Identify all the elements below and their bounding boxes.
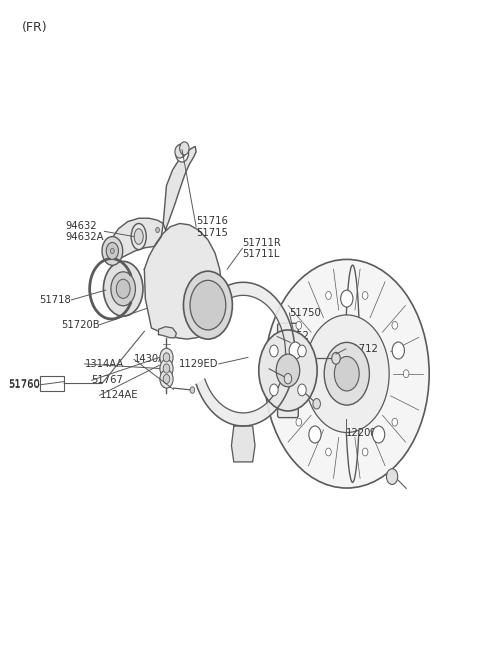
Circle shape bbox=[332, 352, 340, 364]
Circle shape bbox=[183, 271, 232, 339]
Circle shape bbox=[160, 348, 173, 367]
Circle shape bbox=[175, 144, 189, 162]
Circle shape bbox=[116, 279, 130, 298]
Circle shape bbox=[298, 384, 306, 396]
Circle shape bbox=[296, 321, 301, 329]
Circle shape bbox=[296, 418, 301, 426]
Circle shape bbox=[304, 315, 389, 432]
Text: 51720B: 51720B bbox=[61, 319, 100, 330]
Ellipse shape bbox=[134, 229, 143, 245]
Circle shape bbox=[163, 353, 170, 362]
Circle shape bbox=[325, 448, 331, 456]
Text: 51718: 51718 bbox=[40, 295, 72, 305]
Text: 1314AA: 1314AA bbox=[84, 359, 124, 369]
FancyBboxPatch shape bbox=[277, 323, 298, 418]
Circle shape bbox=[298, 345, 306, 357]
Circle shape bbox=[180, 142, 189, 155]
Circle shape bbox=[259, 330, 317, 411]
Circle shape bbox=[190, 387, 195, 394]
Text: 1124AE: 1124AE bbox=[100, 390, 138, 400]
Polygon shape bbox=[144, 224, 222, 339]
Circle shape bbox=[284, 373, 292, 384]
Circle shape bbox=[179, 148, 185, 157]
Circle shape bbox=[160, 359, 173, 378]
Circle shape bbox=[160, 370, 173, 388]
Circle shape bbox=[111, 272, 135, 306]
Text: 1220FS: 1220FS bbox=[346, 428, 383, 438]
Text: 1129ED: 1129ED bbox=[179, 359, 219, 369]
Circle shape bbox=[313, 399, 321, 409]
Text: (FR): (FR) bbox=[22, 21, 48, 34]
Circle shape bbox=[309, 426, 321, 443]
Circle shape bbox=[110, 249, 114, 253]
Text: 51767: 51767 bbox=[92, 375, 123, 385]
Text: 51760: 51760 bbox=[8, 380, 40, 390]
Circle shape bbox=[341, 290, 353, 307]
Polygon shape bbox=[158, 327, 176, 338]
Circle shape bbox=[325, 291, 331, 299]
Circle shape bbox=[270, 345, 278, 357]
Circle shape bbox=[392, 418, 397, 426]
Circle shape bbox=[335, 356, 359, 391]
Circle shape bbox=[190, 280, 226, 330]
Text: 51716
51715: 51716 51715 bbox=[196, 216, 228, 237]
Polygon shape bbox=[163, 146, 196, 230]
Circle shape bbox=[175, 145, 184, 158]
Text: 51750: 51750 bbox=[289, 308, 321, 318]
Circle shape bbox=[289, 342, 301, 359]
Circle shape bbox=[403, 370, 409, 378]
Circle shape bbox=[276, 354, 300, 387]
Circle shape bbox=[362, 291, 368, 299]
Text: 51760: 51760 bbox=[8, 379, 40, 388]
Circle shape bbox=[163, 364, 170, 373]
Polygon shape bbox=[231, 426, 255, 462]
Circle shape bbox=[156, 228, 159, 233]
Text: 51712: 51712 bbox=[346, 344, 378, 354]
Circle shape bbox=[392, 342, 405, 359]
Circle shape bbox=[270, 384, 278, 396]
Circle shape bbox=[386, 469, 398, 484]
Text: 1430AK: 1430AK bbox=[134, 354, 172, 364]
Polygon shape bbox=[108, 218, 163, 262]
Circle shape bbox=[392, 321, 397, 329]
Circle shape bbox=[102, 237, 123, 265]
Bar bbox=[40, 377, 64, 391]
Circle shape bbox=[103, 261, 143, 316]
Text: 94632
94632A: 94632 94632A bbox=[66, 220, 104, 242]
Circle shape bbox=[324, 342, 370, 405]
Polygon shape bbox=[196, 282, 295, 426]
Circle shape bbox=[285, 370, 290, 378]
Text: 51711R
51711L: 51711R 51711L bbox=[242, 237, 281, 259]
Circle shape bbox=[106, 243, 119, 259]
Ellipse shape bbox=[131, 224, 146, 250]
Circle shape bbox=[372, 426, 385, 443]
Text: 51752: 51752 bbox=[277, 331, 309, 342]
Circle shape bbox=[264, 259, 429, 488]
Circle shape bbox=[163, 375, 170, 384]
Circle shape bbox=[362, 448, 368, 456]
